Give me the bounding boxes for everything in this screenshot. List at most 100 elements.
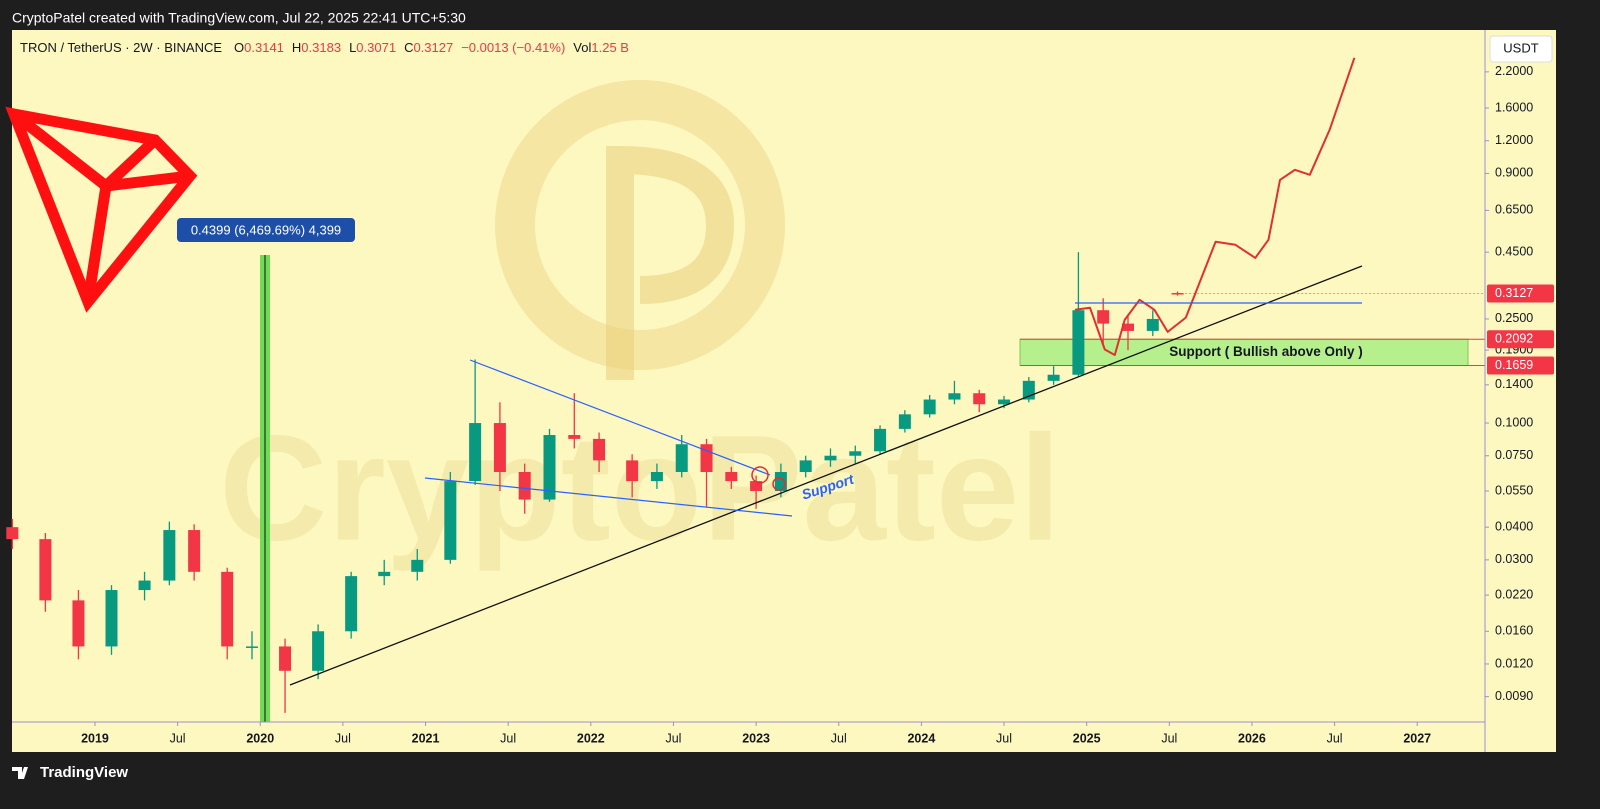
candle-body bbox=[221, 571, 234, 647]
legend: TRON / TetherUS · 2W · BINANCE O0.3141 H 0.… bbox=[20, 40, 629, 55]
candle-body bbox=[1047, 374, 1060, 381]
currency[interactable]: USDT bbox=[1503, 40, 1538, 55]
candle-body bbox=[898, 414, 911, 429]
x-tick-label: 2019 bbox=[81, 731, 109, 745]
candle-body bbox=[469, 423, 482, 482]
x-tick-label: 2021 bbox=[412, 731, 440, 745]
y-tick-label: 2.2000 bbox=[1495, 64, 1533, 78]
watermark-logo bbox=[606, 145, 735, 380]
y-tick-label: 0.0550 bbox=[1495, 483, 1533, 497]
trendline bbox=[289, 265, 1363, 686]
candle-body bbox=[824, 455, 837, 461]
price-label: 0.2092 bbox=[1495, 331, 1533, 345]
candle-body bbox=[543, 435, 556, 500]
candle-body bbox=[378, 571, 391, 577]
x-tick-label: 2020 bbox=[246, 731, 274, 745]
y-tick-label: 0.0160 bbox=[1495, 624, 1533, 638]
legend-text: 0.3141 bbox=[244, 40, 284, 55]
y-tick-label: 0.2500 bbox=[1495, 311, 1533, 325]
candle-body bbox=[1146, 318, 1159, 331]
plot-background bbox=[12, 30, 1556, 752]
legend-text: O bbox=[234, 40, 244, 55]
candle-body bbox=[518, 472, 531, 500]
breakout-marker bbox=[772, 477, 786, 491]
x-tick-label: Jul bbox=[1161, 731, 1177, 745]
x-tick-label: Jul bbox=[1327, 731, 1343, 745]
watermark-logo bbox=[495, 80, 785, 370]
footer-brand: TradingView bbox=[40, 764, 128, 781]
candle-body bbox=[1097, 310, 1110, 324]
y-tick-label: 0.0220 bbox=[1495, 587, 1533, 601]
candle-body bbox=[948, 393, 961, 400]
y-tick-label: 0.1400 bbox=[1495, 377, 1533, 391]
candle-body bbox=[700, 444, 713, 473]
y-tick-label: 0.4500 bbox=[1495, 244, 1533, 258]
candle-body bbox=[874, 428, 887, 452]
breakout-marker bbox=[751, 466, 769, 484]
candle-body bbox=[1121, 323, 1134, 331]
legend-text: TRON / TetherUS · 2W · BINANCE bbox=[20, 40, 222, 55]
x-tick-label: 2024 bbox=[907, 731, 935, 745]
price-label-box bbox=[1487, 330, 1554, 349]
candle-body bbox=[923, 399, 936, 415]
x-tick-label: Jul bbox=[996, 731, 1012, 745]
y-tick-label: 0.0400 bbox=[1495, 519, 1533, 533]
wedge-line bbox=[424, 477, 793, 517]
legend-text: 0.3071 bbox=[356, 40, 396, 55]
legend-text: 0.3127 bbox=[413, 40, 453, 55]
measure-label: 0.4399 (6,469.69%) 4,399 bbox=[191, 222, 341, 237]
legend-text: L bbox=[349, 40, 356, 55]
legend-text: 1.25 B bbox=[591, 40, 629, 55]
watermark: CryptoPatel bbox=[219, 404, 1061, 572]
y-tick-label: 0.0090 bbox=[1495, 689, 1533, 703]
candle-body bbox=[312, 631, 325, 671]
y-tick-label: 1.6000 bbox=[1495, 100, 1533, 114]
tron-logo bbox=[5, 106, 198, 313]
y-tick-label: 0.1000 bbox=[1495, 415, 1533, 429]
candle-body bbox=[245, 646, 258, 648]
x-tick-label: Jul bbox=[831, 731, 847, 745]
candle-body bbox=[72, 600, 85, 647]
last-price-label: 0.3127 bbox=[1495, 286, 1533, 300]
candle-body bbox=[626, 460, 639, 482]
y-tick-label: 0.0120 bbox=[1495, 656, 1533, 670]
y-tick-label: 1.2000 bbox=[1495, 133, 1533, 147]
candle-body bbox=[998, 399, 1011, 405]
y-tick-label: 0.0750 bbox=[1495, 448, 1533, 462]
legend-text: −0.0013 (−0.41%) bbox=[461, 40, 565, 55]
candle-body bbox=[650, 472, 663, 482]
candle-body bbox=[750, 481, 763, 491]
price-label: 0.1659 bbox=[1495, 358, 1533, 372]
wedge-line bbox=[469, 359, 771, 476]
candle-body bbox=[568, 435, 581, 439]
legend-text: C bbox=[404, 40, 413, 55]
candle-body bbox=[725, 472, 738, 482]
measure-box bbox=[177, 218, 355, 242]
decorations: CryptoPatel bbox=[5, 80, 1061, 572]
y-tick-label: 0.6500 bbox=[1495, 203, 1533, 217]
y-tick-label: 0.0300 bbox=[1495, 552, 1533, 566]
legend-text: Vol bbox=[573, 40, 591, 55]
x-tick-label: Jul bbox=[665, 731, 681, 745]
footer-logo bbox=[12, 767, 28, 779]
candle-body bbox=[105, 590, 118, 647]
x-tick-label: 2022 bbox=[577, 731, 605, 745]
x-tick-label: 2027 bbox=[1403, 731, 1431, 745]
support-zone bbox=[1019, 338, 1469, 367]
candle-body bbox=[6, 527, 19, 540]
x-tick-label: 2025 bbox=[1073, 731, 1101, 745]
candle-body bbox=[849, 451, 862, 456]
candle-body bbox=[345, 576, 358, 632]
currency-box[interactable] bbox=[1489, 35, 1553, 63]
projection-line bbox=[1074, 57, 1356, 356]
candle-body bbox=[799, 460, 812, 473]
candle-body bbox=[138, 580, 151, 591]
candle-body bbox=[411, 559, 424, 572]
candle-body bbox=[444, 481, 457, 560]
candle-body bbox=[188, 530, 201, 572]
y-tick-label: 0.9000 bbox=[1495, 166, 1533, 180]
legend-text: H bbox=[292, 40, 301, 55]
candle-body bbox=[493, 423, 506, 473]
